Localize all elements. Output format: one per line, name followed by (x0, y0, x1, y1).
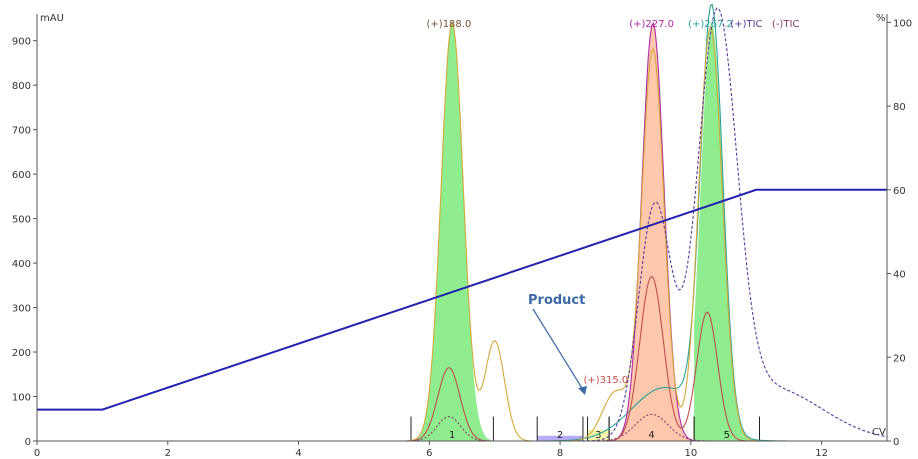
y-left-tick-label: 0 (25, 437, 31, 448)
ms-peak-label: (+)267.2 (688, 19, 733, 30)
ms-peak-label: (+)188.0 (427, 19, 472, 30)
y-left-tick-label: 400 (12, 259, 31, 270)
y-left-tick-label: 800 (12, 81, 31, 92)
fraction-label: 4 (648, 430, 654, 441)
fraction-label: 1 (449, 430, 455, 441)
y-left-tick-label: 100 (12, 393, 31, 404)
x-tick-label: 12 (815, 448, 828, 459)
fraction-label: 5 (724, 430, 730, 441)
x-axis-unit: CV (872, 427, 886, 438)
ms-label-layer: (+)188.0 (+)227.0 (+)267.2(+)TIC (-)TIC (+)3… (427, 19, 800, 386)
y-right-tick-label: 40 (893, 270, 906, 281)
ms-peak-label: (+)TIC (730, 19, 762, 30)
x-tick-label: 2 (165, 448, 171, 459)
y-right-tick-label: 100 (893, 18, 912, 29)
gradient-line (37, 188, 887, 411)
tick-layer: 0 2 4 6 8 10 120100200300400500600700800900020… (12, 18, 912, 459)
fraction-label: 3 (595, 430, 601, 441)
x-tick-label: 4 (295, 448, 301, 459)
ms-peak-label: (-)TIC (772, 19, 799, 30)
fraction-area-5 (694, 23, 760, 441)
y-left-tick-label: 900 (12, 37, 31, 48)
y-right-tick-label: 80 (893, 102, 906, 113)
fraction-area-4 (609, 23, 695, 441)
y-left-tick-label: 300 (12, 304, 31, 315)
ms-peak-label: (+)315.0 (583, 375, 628, 386)
y-left-tick-label: 500 (12, 215, 31, 226)
x-tick-label: 6 (426, 448, 432, 459)
product-annotation: Product (528, 293, 585, 308)
ms-peak-label: (+)227.0 (629, 19, 674, 30)
y-right-tick-label: 20 (893, 353, 906, 364)
y-right-tick-label: 0 (893, 437, 899, 448)
left-axis-unit: mAU (40, 13, 64, 24)
fraction-layer: 1 2 3 4 5 (410, 20, 760, 441)
x-tick-label: 8 (557, 448, 563, 459)
fraction-area-1 (411, 20, 494, 441)
product-arrow-line (532, 308, 586, 394)
axes-layer: mAU % CV (36, 13, 888, 442)
fraction-area-3 (587, 429, 610, 441)
product-arrow-head (578, 386, 587, 395)
x-tick-label: 10 (684, 448, 697, 459)
annotation-layer: Product (528, 293, 587, 395)
y-left-tick-label: 600 (12, 170, 31, 181)
y-left-tick-label: 200 (12, 348, 31, 359)
right-axis-unit: % (876, 13, 886, 24)
x-tick-label: 0 (34, 448, 40, 459)
fraction-label: 2 (557, 430, 563, 441)
y-left-tick-label: 700 (12, 126, 31, 137)
y-right-tick-label: 60 (893, 186, 906, 197)
